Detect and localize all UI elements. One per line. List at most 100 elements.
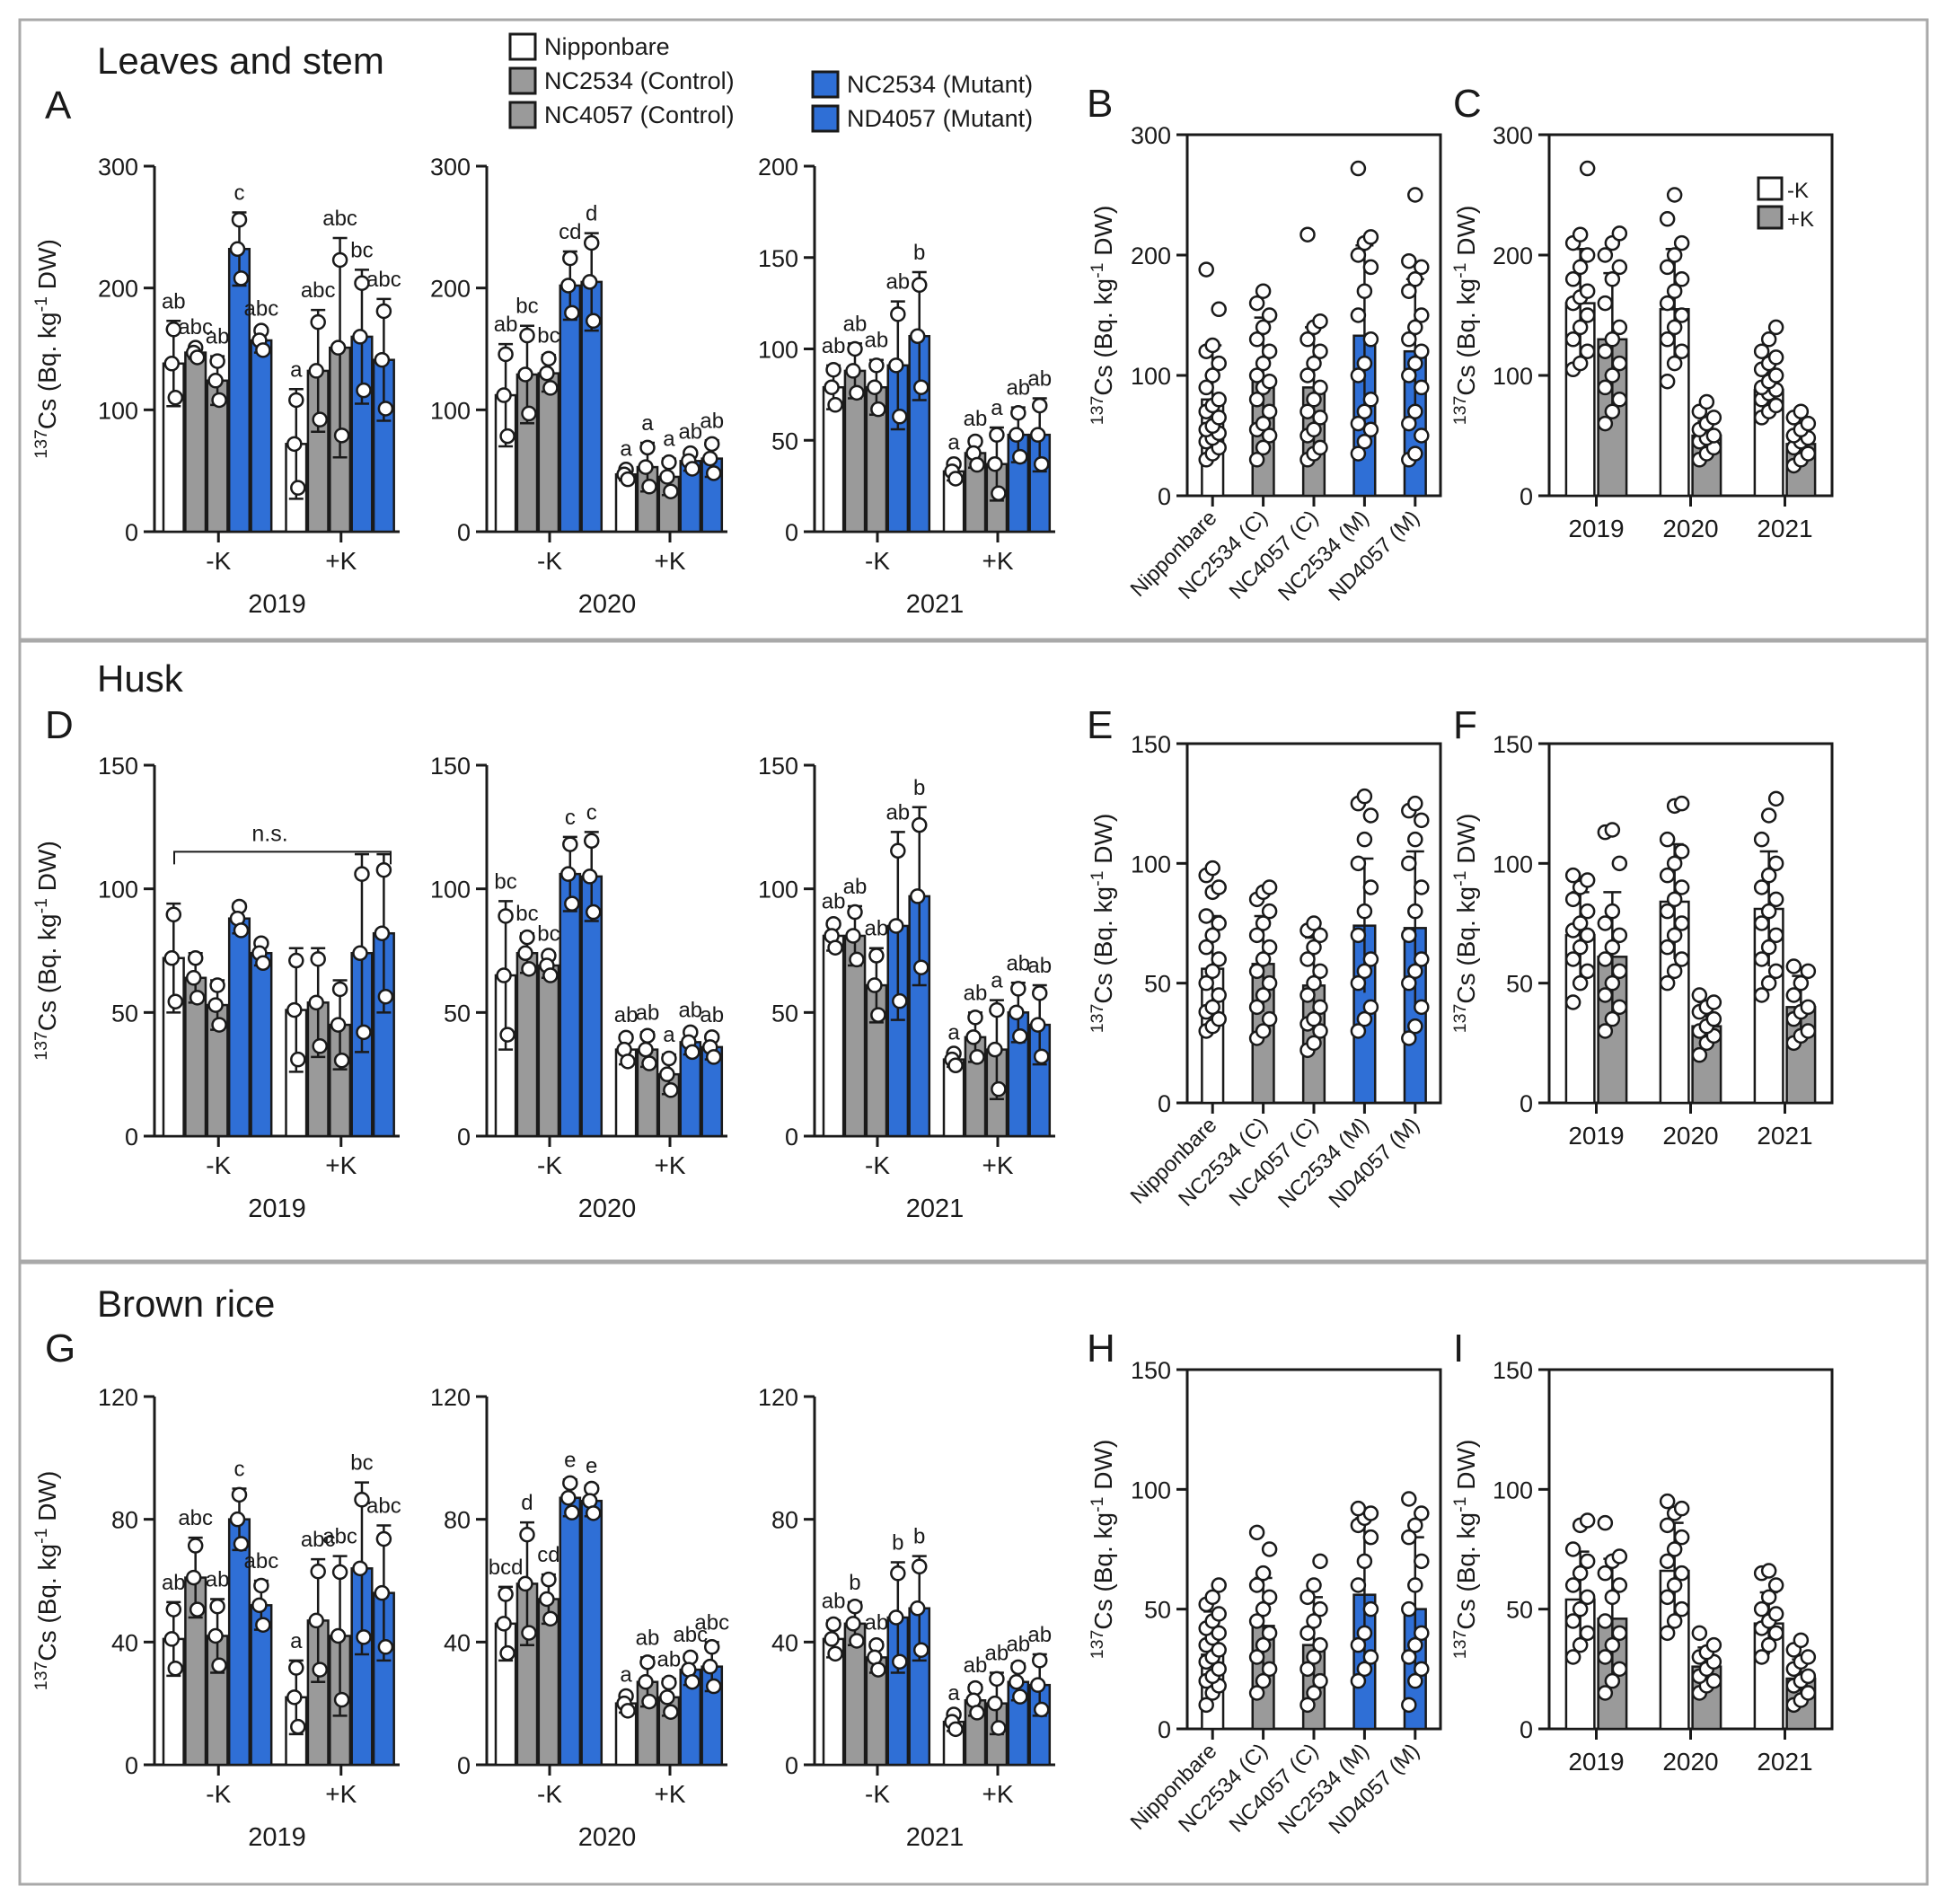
panel-letter-c: C bbox=[1453, 82, 1482, 126]
data-point bbox=[1009, 1674, 1025, 1690]
bar bbox=[515, 952, 539, 1138]
data-point bbox=[1572, 1565, 1589, 1582]
data-point bbox=[1760, 903, 1777, 920]
significance-letter: ab bbox=[865, 1610, 889, 1635]
data-point bbox=[1312, 439, 1328, 456]
data-point bbox=[1362, 999, 1379, 1016]
data-point bbox=[663, 483, 679, 499]
data-point bbox=[1198, 908, 1214, 924]
data-point bbox=[912, 379, 929, 395]
data-point bbox=[1350, 1023, 1367, 1039]
data-point bbox=[1299, 403, 1316, 419]
data-point bbox=[827, 1645, 843, 1662]
data-point bbox=[583, 234, 600, 251]
data-point bbox=[1356, 788, 1373, 805]
y-axis-label: 137Cs (Bq. kg-1 DW) bbox=[1450, 814, 1480, 1034]
row-title-leaves: Leaves and stem bbox=[97, 40, 384, 82]
significance-letter: ab bbox=[162, 1571, 186, 1595]
data-point bbox=[1356, 1661, 1373, 1678]
significance-letter: bc bbox=[537, 323, 559, 348]
data-point bbox=[1211, 951, 1227, 967]
data-point bbox=[1705, 428, 1722, 444]
data-point bbox=[661, 1674, 677, 1691]
significance-letter: e bbox=[564, 1448, 576, 1472]
data-point bbox=[286, 1001, 303, 1018]
data-point bbox=[1604, 271, 1621, 287]
data-point bbox=[189, 1601, 206, 1618]
data-point bbox=[1611, 319, 1628, 336]
data-point bbox=[1698, 393, 1715, 410]
data-point bbox=[331, 251, 348, 269]
significance-letter: a bbox=[290, 1629, 303, 1653]
k-legend-swatch-minus bbox=[1757, 176, 1784, 201]
data-point bbox=[1211, 1577, 1227, 1593]
data-point bbox=[1673, 1600, 1690, 1618]
data-point bbox=[1248, 1685, 1265, 1701]
data-point bbox=[1597, 247, 1614, 263]
significance-letter: bc bbox=[537, 921, 559, 946]
data-point bbox=[1362, 1649, 1379, 1665]
data-point bbox=[1401, 252, 1417, 269]
chart-d-2021-y-tick-label: 150 bbox=[758, 753, 798, 780]
data-point bbox=[1012, 1028, 1028, 1045]
data-point bbox=[1800, 1649, 1817, 1665]
data-point bbox=[1255, 355, 1272, 372]
data-point bbox=[663, 1704, 679, 1720]
data-point bbox=[1673, 343, 1690, 359]
data-point bbox=[1407, 445, 1423, 462]
data-point bbox=[705, 1678, 722, 1695]
data-point bbox=[1299, 226, 1316, 242]
x-tick-label: -K bbox=[206, 1151, 231, 1179]
data-point bbox=[1659, 211, 1676, 227]
data-point bbox=[703, 436, 720, 453]
data-point bbox=[1800, 999, 1817, 1016]
data-point bbox=[308, 994, 324, 1011]
data-point bbox=[1198, 974, 1214, 992]
data-point bbox=[583, 833, 600, 850]
significance-letter: ab bbox=[636, 1626, 660, 1650]
data-point bbox=[211, 1017, 227, 1033]
data-point bbox=[374, 925, 391, 941]
data-point bbox=[1666, 247, 1683, 263]
data-point bbox=[1673, 1529, 1690, 1546]
data-point bbox=[1248, 927, 1265, 944]
data-point bbox=[1760, 1563, 1777, 1579]
data-point bbox=[308, 363, 324, 379]
legend-label-nipponbare: Nipponbare bbox=[544, 33, 670, 60]
x-tick-label: -K bbox=[537, 1151, 562, 1179]
data-point bbox=[1785, 958, 1802, 974]
data-point bbox=[684, 461, 700, 477]
data-point bbox=[1597, 379, 1614, 396]
data-point bbox=[498, 346, 514, 363]
data-point bbox=[1666, 319, 1683, 336]
data-point bbox=[1659, 259, 1676, 276]
data-point bbox=[1753, 1600, 1770, 1618]
data-point bbox=[1753, 343, 1770, 359]
data-point bbox=[849, 1633, 865, 1649]
data-point bbox=[1666, 1577, 1683, 1593]
data-point bbox=[1306, 1010, 1322, 1027]
data-point bbox=[1753, 831, 1770, 848]
data-point bbox=[888, 918, 904, 934]
data-point bbox=[1407, 187, 1423, 203]
data-point bbox=[1414, 1625, 1430, 1642]
x-tick-label: -K bbox=[865, 1780, 890, 1808]
chart-i-y-tick-label: 100 bbox=[1493, 1476, 1533, 1503]
data-point bbox=[892, 409, 908, 425]
data-point bbox=[1350, 1672, 1367, 1689]
data-point bbox=[1800, 1023, 1817, 1039]
data-point bbox=[1611, 855, 1628, 872]
data-point bbox=[1299, 987, 1316, 1003]
data-point bbox=[1356, 963, 1373, 980]
data-point bbox=[987, 1041, 1003, 1058]
data-point bbox=[1767, 855, 1784, 872]
chart-g-2021-y-tick-label: 80 bbox=[771, 1507, 798, 1534]
data-point bbox=[167, 390, 184, 406]
significance-letter: bc bbox=[515, 295, 538, 319]
data-point bbox=[1767, 1577, 1784, 1593]
x-tick-label: +K bbox=[654, 1780, 685, 1808]
data-point bbox=[1760, 867, 1777, 884]
data-point bbox=[1673, 271, 1690, 287]
